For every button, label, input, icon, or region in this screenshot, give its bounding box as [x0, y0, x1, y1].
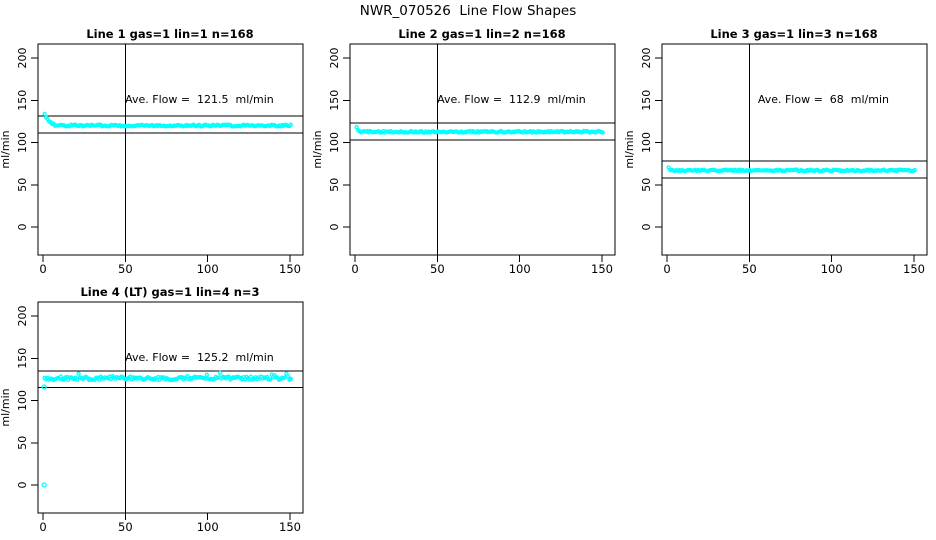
data-series	[354, 125, 605, 135]
y-tick-label: 50	[16, 436, 29, 450]
line-4-flow-chart: Line 4 (LT) gas=1 lin=4 n=3 0 50 100 150 200 m…	[0, 285, 304, 534]
page-title: NWR_070526 Line Flow Shapes	[359, 3, 577, 19]
y-tick-label: 50	[640, 178, 653, 192]
x-tick-label: 100	[197, 262, 219, 276]
data-point	[76, 371, 81, 376]
x-tick-label: 150	[279, 520, 301, 534]
plot-box	[37, 43, 304, 256]
x-tick-label: 0	[663, 262, 670, 276]
y-tick-label: 100	[16, 132, 29, 153]
data-series	[666, 165, 917, 174]
y-tick-label: 100	[16, 390, 29, 411]
data-series	[41, 370, 293, 488]
x-tick-label: 150	[903, 262, 925, 276]
y-tick-label: 200	[16, 306, 29, 327]
subplot-line-2: Line 2 gas=1 lin=2 n=168 0 50 100 150 200 ml/m…	[312, 22, 624, 280]
ave-flow-annotation: Ave. Flow = 121.5 ml/min	[125, 93, 274, 106]
subplot-title: Line 4 (LT) gas=1 lin=4 n=3	[80, 285, 259, 299]
data-point	[217, 370, 223, 375]
outlier-point	[41, 482, 47, 488]
y-axis-title: ml/min	[624, 130, 636, 168]
line-1-flow-chart: Line 1 gas=1 lin=1 n=168 0 50 100 150 200 ml/m…	[0, 27, 304, 276]
plot-box	[349, 43, 616, 256]
y-tick-label: 0	[16, 224, 29, 231]
x-tick-label: 50	[118, 262, 133, 276]
data-point	[285, 373, 291, 379]
x-tick-label: 50	[118, 520, 133, 534]
data-point	[288, 122, 293, 127]
y-tick-label: 100	[640, 132, 653, 153]
y-tick-label: 200	[640, 48, 653, 69]
y-tick-label: 50	[16, 178, 29, 192]
x-tick-label: 150	[279, 262, 301, 276]
ave-flow-annotation: Ave. Flow = 112.9 ml/min	[437, 93, 586, 106]
data-point	[204, 372, 209, 377]
y-tick-label: 200	[328, 48, 341, 69]
ave-flow-annotation: Ave. Flow = 68 ml/min	[758, 93, 889, 106]
x-tick-label: 100	[821, 262, 843, 276]
data-point	[42, 111, 47, 117]
y-axis-title: ml/min	[0, 130, 12, 168]
y-tick-label: 150	[16, 348, 29, 369]
y-tick-label: 0	[640, 224, 653, 231]
x-tick-label: 150	[591, 262, 613, 276]
subplot-title: Line 1 gas=1 lin=1 n=168	[86, 27, 253, 41]
x-tick-label: 50	[430, 262, 445, 276]
subplot-line-1: Line 1 gas=1 lin=1 n=168 0 50 100 150 200 ml/m…	[0, 22, 312, 280]
plot-box	[661, 43, 928, 256]
x-tick-label: 100	[197, 520, 219, 534]
y-tick-label: 0	[16, 482, 29, 489]
data-point	[912, 167, 917, 173]
x-tick-label: 0	[39, 520, 46, 534]
data-point	[185, 374, 190, 379]
line-2-flow-chart: Line 2 gas=1 lin=2 n=168 0 50 100 150 200 ml/m…	[312, 27, 616, 276]
outlier-point	[41, 384, 47, 390]
x-tick-label: 100	[509, 262, 531, 276]
data-point	[268, 377, 273, 382]
data-series	[42, 111, 293, 129]
subplot-title: Line 2 gas=1 lin=2 n=168	[398, 27, 565, 41]
plot-box	[37, 301, 304, 514]
subplot-line-4: Line 4 (LT) gas=1 lin=4 n=3 0 50 100 150 200 m…	[0, 280, 312, 538]
data-point	[600, 130, 605, 135]
y-tick-label: 150	[328, 90, 341, 111]
y-tick-label: 100	[328, 132, 341, 153]
x-tick-label: 50	[742, 262, 757, 276]
y-tick-label: 150	[16, 90, 29, 111]
x-tick-label: 0	[39, 262, 46, 276]
x-tick-label: 0	[351, 262, 358, 276]
subplot-title: Line 3 gas=1 lin=3 n=168	[710, 27, 877, 41]
line-3-flow-chart: Line 3 gas=1 lin=3 n=168 0 50 100 150 200 ml/m…	[624, 27, 928, 276]
data-point	[74, 377, 80, 382]
ave-flow-annotation: Ave. Flow = 125.2 ml/min	[125, 351, 274, 364]
data-point	[97, 377, 102, 382]
y-axis-title: ml/min	[0, 388, 12, 426]
data-point	[288, 376, 293, 381]
subplot-line-3: Line 3 gas=1 lin=3 n=168 0 50 100 150 200 ml/m…	[624, 22, 936, 280]
y-tick-label: 150	[640, 90, 653, 111]
y-tick-label: 0	[328, 224, 341, 231]
y-tick-label: 200	[16, 48, 29, 69]
y-axis-title: ml/min	[312, 130, 324, 168]
y-tick-label: 50	[328, 178, 341, 192]
